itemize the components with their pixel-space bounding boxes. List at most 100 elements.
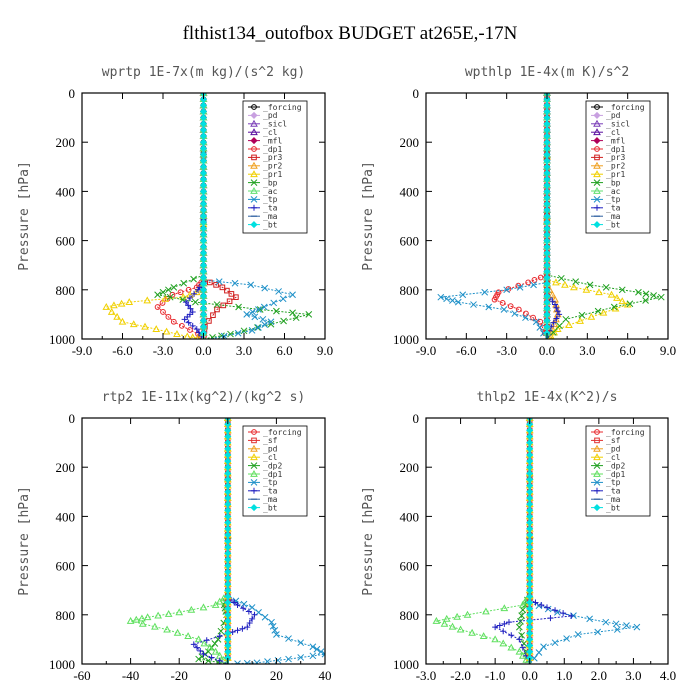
wpthlp-x-tick-label: -6.0: [456, 343, 477, 358]
thlp2-point-tp: [594, 628, 602, 636]
wprtp-point-tp: [270, 299, 278, 307]
thlp2-title: thlp2 1E-4x(K^2)/s: [477, 390, 618, 405]
wpthlp-point-tp: [522, 314, 529, 322]
wprtp-x-tick-label: 6.0: [276, 343, 292, 358]
wpthlp-point-ta: [550, 319, 557, 326]
wprtp-point-ta: [189, 322, 196, 329]
wprtp-point-tp: [260, 303, 268, 311]
wpthlp-point-tp: [481, 288, 489, 296]
wpthlp-legend-marker: [593, 119, 601, 127]
thlp2-point-tp: [551, 639, 559, 647]
rtp2-point-dp1: [173, 628, 182, 636]
rtp2-legend-label: _tp: [263, 478, 278, 487]
wprtp-point-bp: [180, 279, 188, 287]
wprtp-legend-label: _ac: [263, 187, 278, 196]
rtp2-point-tp: [297, 654, 305, 661]
rtp2-point-ta: [190, 641, 197, 648]
wprtp-point-pr1: [189, 333, 196, 339]
rtp2-legend-label: _pd: [263, 445, 278, 454]
rtp2-point-tp: [268, 618, 275, 626]
wprtp-series-line-pr1: [105, 93, 204, 339]
wpthlp-point-bp: [557, 274, 565, 282]
wprtp-point-tp: [231, 279, 239, 287]
thlp2-point-tp: [535, 649, 543, 656]
wpthlp-legend: _forcing_pd_sicl_cl_mfl_dp1_pr3_pr2_pr1_…: [585, 100, 651, 234]
wpthlp-point-pr1: [552, 278, 560, 286]
wprtp-legend-marker: [250, 137, 258, 145]
wpthlp-point-tp: [503, 286, 511, 294]
wprtp-legend-box: [242, 100, 308, 234]
wpthlp-legend-label: _pd: [606, 111, 621, 120]
thlp2-legend-label: _pd: [606, 445, 621, 454]
wprtp-legend-label: _tp: [263, 195, 278, 204]
thlp2-point-dp2: [515, 623, 523, 631]
rtp2-panel: rtp2 1E-11x(kg^2)/(kg^2 s) Pressure [hPa]…: [17, 390, 332, 683]
wpthlp-legend-marker: [593, 179, 601, 186]
rtp2-legend-label: _ta: [263, 487, 278, 496]
wprtp-legend-marker: [251, 104, 257, 110]
rtp2-series-line-dp2: [197, 418, 229, 664]
rtp2-point-tp: [321, 650, 325, 658]
rtp2-y-tick-label: 200: [56, 460, 76, 475]
rtp2-point-ta: [231, 599, 238, 606]
wprtp-point-pr1: [125, 298, 134, 305]
wpthlp-point-tp: [459, 291, 467, 299]
thlp2-legend-label: _bt: [606, 503, 621, 512]
wpthlp-legend-marker: [593, 111, 601, 119]
wpthlp-legend-marker: [593, 186, 601, 194]
thlp2-legend-marker: [593, 462, 601, 469]
thlp2-legend-marker: [593, 453, 601, 461]
wpthlp-point-pr2: [548, 290, 557, 298]
wprtp-point-pr1: [113, 312, 121, 320]
wpthlp-point-tp: [532, 318, 540, 326]
rtp2-point-tp: [285, 635, 292, 642]
wprtp-x-tick-label: -3.0: [153, 343, 174, 358]
wpthlp-legend-marker: [593, 221, 601, 229]
rtp2-legend-label: _sf: [263, 436, 278, 445]
wpthlp-point-ta: [553, 304, 560, 311]
wprtp-legend-marker: [250, 221, 258, 229]
wprtp-legend-label: _pr3: [263, 153, 282, 162]
wpthlp-legend-marker: [594, 104, 600, 110]
wpthlp-point-bp: [642, 290, 650, 298]
thlp2-point-tp: [540, 643, 547, 651]
wpthlp-point-ta: [549, 298, 556, 305]
rtp2-point-dp1: [184, 632, 192, 640]
wpthlp-point-ta: [554, 308, 561, 315]
wpthlp-legend-marker: [593, 128, 601, 136]
wprtp-point-bp: [273, 307, 280, 315]
thlp2-point-tp: [602, 618, 610, 626]
thlp2-point-dp1: [448, 622, 457, 630]
thlp2-point-dp1: [507, 643, 516, 651]
wpthlp-point-bp: [657, 293, 665, 301]
wpthlp-point-pr1: [595, 288, 603, 296]
wprtp-legend-label: _cl: [263, 128, 278, 137]
thlp2-legend-marker: [593, 469, 601, 477]
wprtp-point-tp: [275, 288, 283, 295]
thlp2-y-tick-label: 400: [400, 509, 420, 524]
thlp2-y-tick-label: 0: [413, 411, 420, 426]
thlp2-point-dp1: [432, 616, 441, 624]
wpthlp-point-pr1: [599, 308, 608, 316]
wpthlp-point-tp: [485, 303, 493, 311]
thlp2-point-dp1: [440, 619, 449, 627]
rtp2-point-ta: [194, 644, 201, 651]
thlp2-point-ta: [492, 624, 499, 631]
wpthlp-title: wpthlp 1E-4x(m K)/s^2: [465, 65, 629, 80]
wprtp-x-tick-label: 9.0: [317, 343, 333, 358]
rtp2-point-ta: [234, 627, 241, 634]
thlp2-legend-marker: [593, 479, 601, 486]
rtp2-legend-marker: [251, 429, 257, 435]
rtp2-point-ta: [197, 647, 204, 654]
wpthlp-legend-label: _pr1: [606, 170, 625, 179]
rtp2-point-ta: [203, 637, 210, 644]
rtp2-point-dp1: [211, 600, 220, 608]
wprtp-point-bp: [292, 314, 300, 322]
wprtp-legend-marker: [250, 111, 258, 119]
thlp2-y-axis-label: Pressure [hPa]: [361, 486, 376, 596]
wprtp-legend-label: _bt: [263, 220, 278, 229]
wprtp-point-tp: [261, 284, 269, 292]
wprtp-panel: wprtp 1E-7x(m kg)/(s^2 kg) Pressure [hPa]…: [17, 65, 333, 358]
wpthlp-point-pr1: [587, 312, 596, 320]
rtp2-x-tick-label: -60: [73, 668, 90, 683]
